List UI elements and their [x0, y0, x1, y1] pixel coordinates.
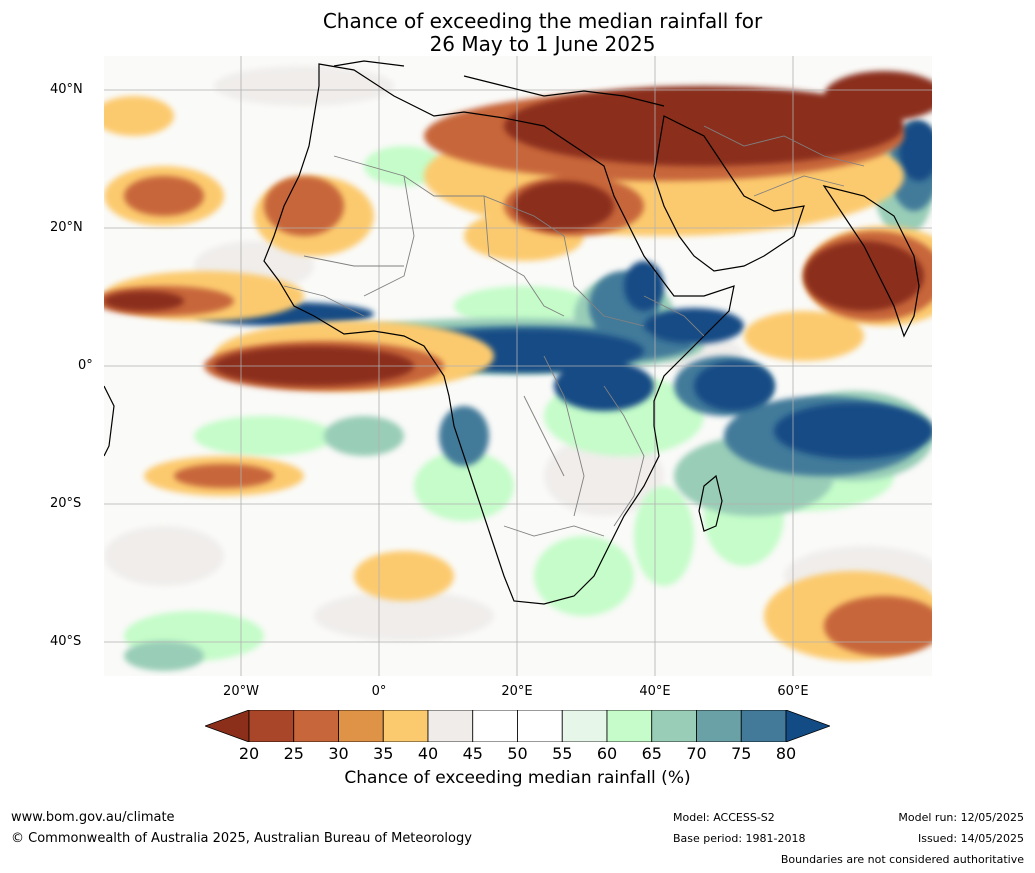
- map-title-line2: 26 May to 1 June 2025: [429, 32, 656, 56]
- issued-text: Issued: 14/05/2025: [917, 832, 1024, 845]
- colorbar-tick-label: 55: [552, 744, 573, 763]
- lon-label-20w: 20°W: [223, 684, 259, 699]
- graticule: [104, 56, 932, 676]
- coastlines: [104, 60, 920, 605]
- colorbar-tick-label: 45: [462, 744, 483, 763]
- lat-label-20s: 20°S: [50, 496, 82, 511]
- colorbar: [205, 710, 830, 742]
- colorbar-cell: [696, 710, 742, 742]
- model-run-text: Model run: 12/05/2025: [898, 811, 1024, 824]
- lat-label-equator: 0°: [78, 358, 93, 373]
- colorbar-tick-label: 35: [373, 744, 394, 763]
- country-borders: [283, 125, 865, 537]
- website-link[interactable]: www.bom.gov.au/climate: [11, 810, 175, 825]
- disclaimer-text: Boundaries are not considered authoritat…: [780, 853, 1024, 866]
- colorbar-tick-label: 40: [417, 744, 439, 763]
- copyright-text: © Commonwealth of Australia 2025, Austra…: [11, 831, 472, 846]
- colorbar-tick-label: 70: [686, 744, 707, 763]
- colorbar-extend-low: [205, 710, 250, 742]
- lon-label-60e: 60°E: [777, 684, 809, 699]
- colorbar-tick-label: 65: [641, 744, 662, 763]
- colorbar-tick-label: 80: [775, 744, 797, 763]
- colorbar-tick-label: 20: [238, 744, 260, 763]
- colorbar-cell: [740, 710, 787, 742]
- lat-label-40n: 40°N: [50, 82, 83, 97]
- colorbar-tick-label: 60: [596, 744, 618, 763]
- colorbar-label: Chance of exceeding median rainfall (%): [344, 768, 691, 788]
- colorbar-cell: [472, 710, 518, 742]
- colorbar-cell: [427, 710, 474, 742]
- colorbar-cell: [651, 710, 697, 742]
- map-title-line1: Chance of exceeding the median rainfall …: [322, 9, 763, 33]
- colorbar-tick-label: 30: [328, 744, 349, 763]
- colorbar-cell: [338, 710, 384, 742]
- colorbar-tick-label: 50: [507, 744, 528, 763]
- colorbar-tick-label: 25: [283, 744, 304, 763]
- colorbar-cell: [382, 710, 429, 742]
- colorbar-cell: [293, 710, 339, 742]
- colorbar-cell: [606, 710, 653, 742]
- lon-label-40e: 40°E: [639, 684, 671, 699]
- base-period-text: Base period: 1981-2018: [673, 832, 806, 845]
- colorbar-extend-high: [785, 710, 830, 742]
- lat-label-20n: 20°N: [50, 220, 83, 235]
- colorbar-tick-label: 75: [731, 744, 752, 763]
- colorbar-cell: [561, 710, 608, 742]
- model-text: Model: ACCESS-S2: [673, 811, 775, 824]
- lon-label-20e: 20°E: [501, 684, 533, 699]
- colorbar-cell: [517, 710, 563, 742]
- lat-label-40s: 40°S: [50, 634, 82, 649]
- rainfall-probability-map: [104, 56, 932, 676]
- colorbar-cell: [248, 710, 295, 742]
- lon-label-0: 0°: [371, 684, 387, 699]
